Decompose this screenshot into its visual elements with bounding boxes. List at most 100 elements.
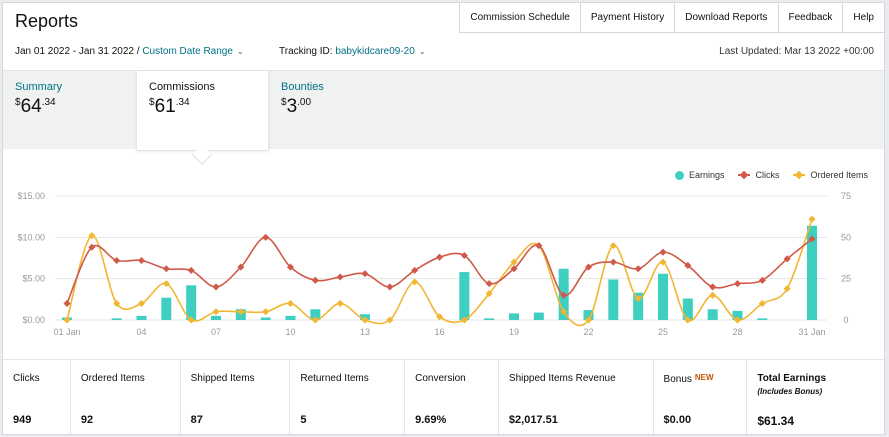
feedback-link[interactable]: Feedback bbox=[777, 3, 843, 33]
clicks-point bbox=[361, 270, 369, 278]
ordered-items-point bbox=[88, 232, 96, 240]
commission-schedule-link[interactable]: Commission Schedule bbox=[459, 3, 580, 33]
stat-total-earnings: Total Earnings (Includes Bonus) $61.34 bbox=[747, 360, 884, 434]
clicks-point bbox=[758, 276, 766, 284]
stat-value: 5 bbox=[300, 414, 307, 426]
legend-clicks[interactable]: Clicks bbox=[738, 170, 779, 180]
ordered-items-point bbox=[187, 316, 195, 324]
tab-bounties[interactable]: Bounties $3.00 bbox=[269, 71, 402, 150]
y-right-tick-label: 25 bbox=[841, 274, 851, 284]
tracking-id-selector[interactable]: Tracking ID: babykidcare09-20 ⌄ bbox=[279, 46, 426, 57]
x-tick-label: 01 Jan bbox=[53, 327, 80, 337]
ordered-items-point bbox=[460, 316, 468, 324]
download-reports-link[interactable]: Download Reports bbox=[674, 3, 778, 33]
x-tick-label: 07 bbox=[211, 327, 221, 337]
payment-history-link[interactable]: Payment History bbox=[579, 3, 675, 33]
clicks-point bbox=[510, 265, 518, 273]
clicks-point bbox=[386, 283, 394, 291]
tracking-id-value[interactable]: babykidcare09-20 bbox=[335, 46, 415, 57]
earnings-bar bbox=[310, 309, 321, 320]
earnings-bar bbox=[136, 315, 147, 320]
earnings-bar bbox=[509, 313, 519, 320]
clicks-point bbox=[808, 235, 816, 243]
ordered-items-point bbox=[311, 316, 319, 324]
clicks-point bbox=[286, 263, 295, 271]
stat-conversion: Conversion 9.69% bbox=[405, 360, 499, 434]
tab-summary[interactable]: Summary $64.34 bbox=[3, 71, 136, 150]
stat-label: Bonus NEW bbox=[663, 373, 714, 385]
chevron-down-icon[interactable]: ⌄ bbox=[418, 47, 426, 56]
y-right-tick-label: 50 bbox=[841, 232, 851, 242]
x-tick-label: 04 bbox=[136, 327, 146, 337]
top-links: Commission Schedule Payment History Down… bbox=[459, 3, 884, 33]
earnings-bar bbox=[533, 312, 544, 320]
ordered-items-point bbox=[783, 285, 791, 293]
last-updated: Last Updated: Mar 13 2022 +00:00 bbox=[719, 46, 874, 57]
clicks-point bbox=[113, 256, 121, 265]
clicks-point bbox=[435, 253, 444, 261]
x-tick-label: 13 bbox=[360, 327, 370, 337]
stat-value: 949 bbox=[13, 414, 32, 426]
stat-value: $61.34 bbox=[757, 414, 795, 428]
y-left-tick-label: $10.00 bbox=[17, 232, 45, 242]
earnings-bar bbox=[757, 318, 768, 320]
ordered-items-point bbox=[336, 299, 344, 308]
stat-shipped-revenue: Shipped Items Revenue $2,017.51 bbox=[499, 360, 654, 434]
stat-label: Shipped Items Revenue bbox=[508, 373, 616, 384]
stat-label: Conversion bbox=[415, 373, 466, 384]
tab-value: $64.34 bbox=[15, 96, 56, 117]
stat-ordered-items: Ordered Items 92 bbox=[71, 360, 181, 434]
ordered-items-point bbox=[262, 308, 270, 316]
y-right-tick-label: 0 bbox=[843, 315, 848, 325]
clicks-line bbox=[66, 236, 813, 304]
x-tick-label: 31 Jan bbox=[798, 327, 825, 337]
stat-label: Shipped Items bbox=[190, 373, 255, 384]
page-title: Reports bbox=[15, 11, 79, 31]
stats-bar: Clicks 949 Ordered Items 92 Shipped Item… bbox=[3, 359, 884, 434]
tab-value: $61.34 bbox=[149, 96, 190, 117]
earnings-bar bbox=[459, 272, 470, 320]
earnings-bar bbox=[633, 292, 644, 320]
ordered-items-point bbox=[510, 258, 518, 266]
ordered-items-point bbox=[435, 313, 444, 321]
clicks-point bbox=[411, 266, 419, 274]
x-tick-label: 22 bbox=[583, 327, 593, 337]
legend-ordered-items[interactable]: Ordered Items bbox=[793, 170, 868, 180]
clicks-point bbox=[336, 273, 344, 281]
stat-shipped-items: Shipped Items 87 bbox=[181, 360, 291, 434]
clicks-point bbox=[609, 258, 617, 266]
chevron-down-icon[interactable]: ⌄ bbox=[236, 47, 244, 56]
earnings-chart: $0.00 $5.00 $10.00 $15.00 0 25 50 75 01 Jan 04 07 1… bbox=[17, 191, 851, 337]
clicks-point bbox=[709, 283, 717, 291]
earnings-bar bbox=[583, 310, 594, 320]
stat-label: Clicks bbox=[13, 373, 40, 384]
x-tick-label: 25 bbox=[658, 327, 668, 337]
help-link[interactable]: Help bbox=[842, 3, 884, 33]
clicks-point bbox=[262, 233, 270, 241]
earnings-bar bbox=[211, 315, 221, 320]
x-tick-label: 19 bbox=[509, 327, 519, 337]
ordered-items-point bbox=[733, 316, 742, 324]
date-range-selector[interactable]: Jan 01 2022 - Jan 31 2022 / Custom Date … bbox=[15, 46, 244, 57]
earnings-bar bbox=[732, 310, 743, 320]
new-badge: NEW bbox=[694, 373, 714, 382]
x-tick-label: 16 bbox=[434, 327, 444, 337]
legend-earnings[interactable]: Earnings bbox=[674, 170, 724, 180]
stat-sublabel: (Includes Bonus) bbox=[757, 387, 823, 396]
ordered-items-point bbox=[411, 278, 419, 286]
custom-date-range-link[interactable]: Custom Date Range bbox=[142, 46, 233, 57]
stat-value: $0.00 bbox=[663, 414, 692, 426]
clicks-point bbox=[212, 283, 220, 291]
y-left-tick-label: $0.00 bbox=[22, 315, 45, 325]
stat-returned-items: Returned Items 5 bbox=[290, 360, 406, 434]
date-range-text: Jan 01 2022 - Jan 31 2022 / bbox=[15, 46, 140, 57]
stat-value: 9.69% bbox=[415, 414, 447, 426]
stat-label: Returned Items bbox=[300, 373, 369, 384]
earnings-bar bbox=[186, 285, 197, 320]
earnings-dot-icon bbox=[674, 170, 684, 180]
ordered-items-point bbox=[808, 215, 816, 223]
y-left-tick-label: $5.00 bbox=[22, 274, 45, 284]
tab-commissions[interactable]: Commissions $61.34 bbox=[136, 71, 269, 151]
ordered-items-point bbox=[485, 290, 493, 298]
chart-legend: Earnings Clicks Ordered Items bbox=[674, 170, 868, 180]
